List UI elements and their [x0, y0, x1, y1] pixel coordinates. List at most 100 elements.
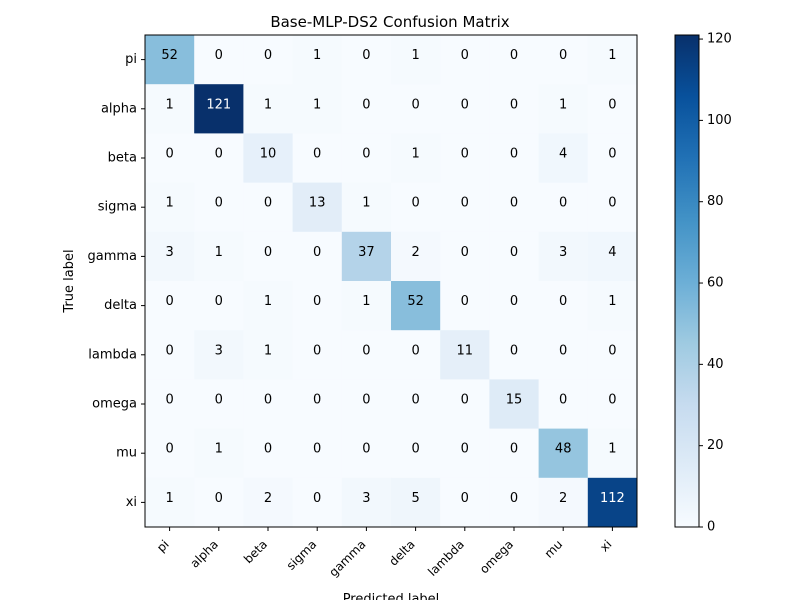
colorbar-tick-label: 0: [707, 520, 715, 535]
heatmap-cell: [489, 428, 540, 479]
cell-value-label: 10: [260, 147, 277, 162]
heatmap-cell: [194, 477, 244, 528]
heatmap-cell: [243, 379, 294, 430]
heatmap-cell: [145, 231, 195, 282]
x-tick-label: beta: [241, 537, 270, 566]
heatmap-cell: [391, 330, 441, 380]
heatmap-cell: [440, 84, 490, 134]
heatmap-cell: [489, 133, 540, 184]
cell-value-label: 1: [411, 48, 419, 63]
heatmap-cell: [391, 379, 441, 430]
heatmap-cell: [440, 35, 490, 85]
heatmap-cell: [391, 35, 441, 85]
heatmap-cell: [145, 379, 195, 430]
heatmap-cell: [440, 379, 490, 430]
heatmap-cell: [587, 428, 638, 479]
cell-value-label: 3: [559, 245, 567, 260]
heatmap-cell: [194, 379, 244, 430]
heatmap-cell: [292, 231, 343, 282]
cell-value-label: 1: [313, 48, 321, 63]
heatmap-cell: [587, 182, 638, 233]
cell-value-label: 0: [411, 97, 419, 112]
heatmap-cell: [341, 379, 392, 430]
cell-value-label: 2: [264, 491, 272, 506]
cell-value-label: 0: [510, 442, 518, 457]
heatmap-cell: [391, 133, 441, 184]
cell-value-label: 0: [215, 48, 223, 63]
cell-value-label: 4: [608, 245, 616, 260]
heatmap-cell: [489, 477, 540, 528]
cell-value-label: 0: [461, 147, 469, 162]
cell-value-label: 0: [362, 147, 370, 162]
heatmap-cell: [194, 84, 244, 134]
cell-value-label: 13: [309, 196, 326, 211]
heatmap-cell: [587, 231, 638, 282]
cell-value-label: 1: [264, 294, 272, 309]
heatmap-cell: [489, 182, 540, 233]
cell-value-label: 1: [165, 97, 173, 112]
cell-value-label: 1: [215, 442, 223, 457]
cell-value-label: 0: [411, 196, 419, 211]
cell-value-label: 1: [264, 97, 272, 112]
heatmap-cell: [587, 281, 638, 331]
cell-value-label: 52: [407, 294, 424, 309]
cell-value-label: 0: [215, 393, 223, 408]
heatmap-cell: [243, 330, 294, 380]
heatmap-cell: [145, 428, 195, 479]
heatmap-cell: [341, 133, 392, 184]
cell-value-label: 15: [506, 393, 523, 408]
y-axis-label: True label: [62, 249, 77, 313]
cell-value-label: 3: [362, 491, 370, 506]
cell-value-label: 0: [215, 196, 223, 211]
cell-value-label: 0: [510, 294, 518, 309]
heatmap-cell: [489, 330, 540, 380]
y-tick-label: omega: [92, 397, 137, 412]
cell-value-label: 0: [264, 48, 272, 63]
y-tick-label: gamma: [87, 249, 137, 264]
cell-value-label: 0: [608, 393, 616, 408]
cell-value-label: 2: [559, 491, 567, 506]
colorbar-tick-label: 80: [707, 194, 724, 209]
x-tick-label: sigma: [284, 537, 320, 573]
heatmap-cell: [341, 428, 392, 479]
colorbar-tick-label: 60: [707, 276, 724, 291]
heatmap-cell: [145, 330, 195, 380]
cell-value-label: 1: [411, 147, 419, 162]
x-tick-label: delta: [386, 537, 417, 568]
cell-value-label: 3: [165, 245, 173, 260]
heatmap-cell: [194, 35, 244, 85]
y-tick-label: sigma: [98, 200, 137, 215]
heatmap-cell: [391, 477, 441, 528]
x-tick-label: xi: [597, 537, 614, 554]
cell-value-label: 4: [559, 147, 567, 162]
x-tick-label: lambda: [425, 537, 467, 579]
colorbar-tick-label: 40: [707, 357, 724, 372]
cell-value-label: 0: [264, 245, 272, 260]
cell-value-label: 0: [313, 442, 321, 457]
y-axis-ticks: pi alpha beta sigma gamma delta lambda omega mu x…: [87, 52, 145, 510]
cell-value-label: 0: [461, 245, 469, 260]
heatmap-cell: [341, 281, 392, 331]
y-tick-label: xi: [126, 495, 137, 510]
cell-value-label: 1: [362, 294, 370, 309]
heatmap-cell: [292, 133, 343, 184]
cell-value-label: 0: [313, 147, 321, 162]
cell-value-label: 0: [165, 393, 173, 408]
colorbar: [674, 34, 700, 528]
cell-value-label: 0: [510, 196, 518, 211]
heatmap-cells: [145, 35, 638, 528]
heatmap-cell: [538, 133, 589, 184]
cell-value-label: 0: [608, 196, 616, 211]
cell-value-label: 0: [264, 196, 272, 211]
heatmap-cell: [243, 231, 294, 282]
x-tick-label: mu: [542, 537, 566, 561]
cell-value-label: 0: [411, 442, 419, 457]
heatmap-cell: [194, 231, 244, 282]
cell-value-label: 11: [457, 343, 474, 358]
heatmap-cell: [145, 133, 195, 184]
heatmap-cell: [243, 182, 294, 233]
heatmap-cell: [145, 281, 195, 331]
cell-value-label: 0: [510, 97, 518, 112]
cell-value-label: 0: [411, 393, 419, 408]
heatmap-cell: [292, 330, 343, 380]
